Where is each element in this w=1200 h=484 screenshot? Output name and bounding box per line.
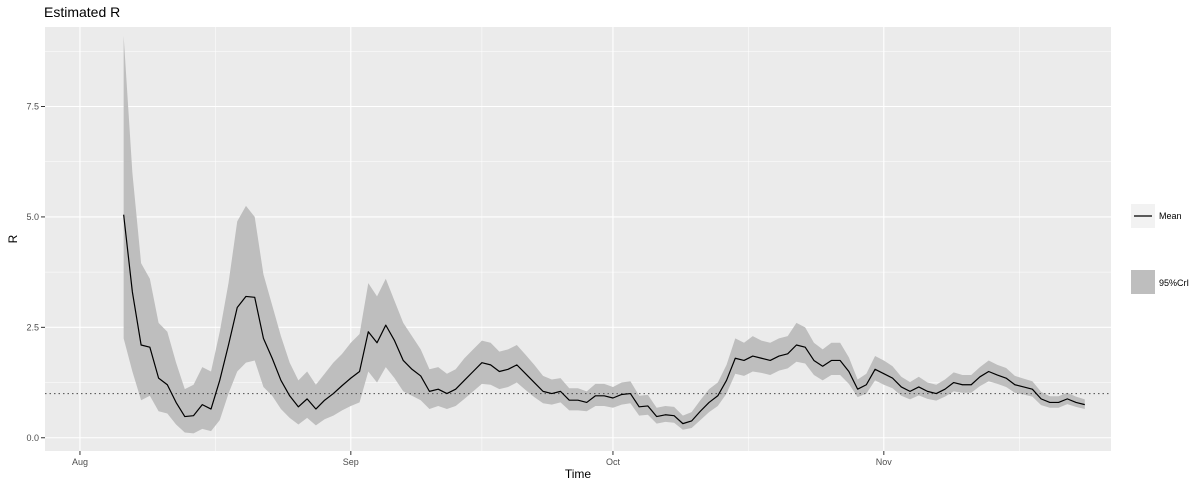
x-tick-label: Nov: [876, 457, 893, 467]
legend-label-mean: Mean: [1159, 211, 1182, 221]
x-axis-title: Time: [565, 467, 592, 481]
legend-key-ci: [1131, 270, 1155, 294]
mean-line: [123, 214, 1085, 425]
legend: Mean 95%CrI: [1131, 204, 1189, 294]
y-tick-label: 2.5: [26, 322, 39, 332]
x-tick-label: Sep: [343, 457, 359, 467]
x-tick-label: Oct: [606, 457, 621, 467]
major-gridlines: [45, 27, 1111, 451]
legend-label-ci: 95%CrI: [1159, 278, 1189, 288]
y-axis: 0.0 2.5 5.0 7.5: [26, 102, 45, 443]
ci-ribbon: [123, 35, 1085, 434]
x-axis: Aug Sep Oct Nov: [72, 451, 892, 467]
y-axis-title: R: [6, 234, 20, 243]
x-tick-label: Aug: [72, 457, 88, 467]
y-tick-label: 5.0: [26, 212, 39, 222]
y-tick-label: 7.5: [26, 102, 39, 112]
chart-title: Estimated R: [44, 4, 120, 20]
y-tick-label: 0.0: [26, 433, 39, 443]
